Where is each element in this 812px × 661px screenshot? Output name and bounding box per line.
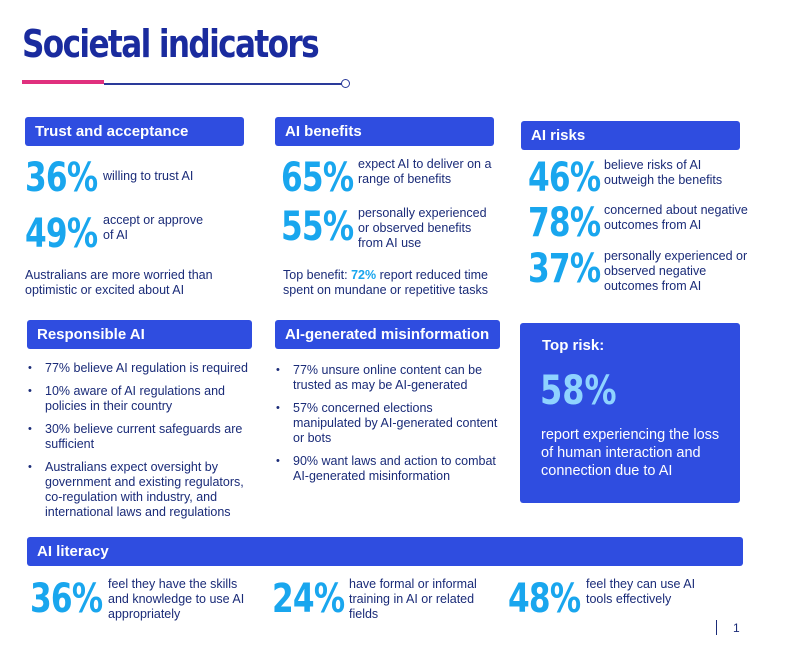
title-underline-accent bbox=[22, 80, 104, 84]
literacy-stat-text-2: have formal or informal training in AI o… bbox=[349, 577, 477, 621]
list-item: 90% want laws and action to combat AI-ge… bbox=[273, 454, 503, 484]
responsible-header: Responsible AI bbox=[27, 320, 252, 349]
list-item: 77% unsure online content can be trusted… bbox=[273, 363, 503, 393]
trust-stat-text: willing to trust AI bbox=[103, 169, 194, 183]
acceptance-stat-text: accept or approve of AI bbox=[103, 213, 204, 242]
literacy-stat-value-3: 48% bbox=[508, 576, 581, 622]
list-item: 10% aware of AI regulations and policies… bbox=[25, 384, 260, 414]
page-title: Societal indicators bbox=[22, 22, 320, 66]
title-underline bbox=[104, 83, 342, 85]
risks-stat-text-2: concerned about negative outcomes from A… bbox=[604, 203, 748, 232]
literacy-stat-text-1: feel they have the skills and knowledge … bbox=[108, 577, 245, 621]
benefits-stat-text-2: personally experienced or observed benef… bbox=[358, 206, 487, 250]
literacy-stat-value-2: 24% bbox=[272, 576, 345, 622]
risks-header: AI risks bbox=[521, 121, 740, 150]
benefits-stat-text-1: expect AI to deliver on a range of benef… bbox=[358, 157, 492, 186]
list-item: Australians expect oversight by governme… bbox=[25, 460, 260, 520]
page-number-divider bbox=[716, 620, 717, 635]
trust-header: Trust and acceptance bbox=[25, 117, 244, 146]
benefits-note-prefix: Top benefit: bbox=[283, 268, 352, 282]
literacy-stat-text-3: feel they can use AI tools effectively bbox=[586, 577, 696, 606]
trust-stat-value: 36% bbox=[25, 155, 98, 201]
benefits-stat-value-1: 65% bbox=[281, 155, 354, 201]
misinfo-header: AI-generated misinformation bbox=[275, 320, 500, 349]
acceptance-stat-value: 49% bbox=[25, 211, 98, 257]
responsible-bullet-list: 77% believe AI regulation is required 10… bbox=[25, 361, 260, 528]
list-item: 30% believe current safeguards are suffi… bbox=[25, 422, 260, 452]
benefits-note-highlight: 72% bbox=[351, 268, 377, 282]
top-risk-header: Top risk: bbox=[542, 337, 605, 354]
title-underline-dot bbox=[341, 79, 350, 88]
literacy-stat-value-1: 36% bbox=[30, 576, 103, 622]
list-item: 57% concerned elections manipulated by A… bbox=[273, 401, 503, 446]
trust-note: Australians are more worried than optimi… bbox=[25, 268, 213, 297]
risks-stat-value-2: 78% bbox=[528, 200, 601, 246]
benefits-note-suffix: report reduced time spent on mundane or … bbox=[283, 268, 488, 297]
risks-stat-value-3: 37% bbox=[528, 246, 601, 292]
top-risk-text: report experiencing the loss of human in… bbox=[541, 427, 720, 479]
misinfo-bullet-list: 77% unsure online content can be trusted… bbox=[273, 363, 503, 492]
top-risk-panel: Top risk: 58% report experiencing the lo… bbox=[520, 323, 740, 503]
benefits-stat-value-2: 55% bbox=[281, 204, 354, 250]
page-number: 1 bbox=[733, 621, 740, 635]
risks-stat-text-3: personally experienced or observed negat… bbox=[604, 249, 748, 293]
top-risk-value: 58% bbox=[540, 368, 617, 414]
benefits-header: AI benefits bbox=[275, 117, 494, 146]
list-item: 77% believe AI regulation is required bbox=[25, 361, 260, 376]
risks-stat-text-1: believe risks of AI outweigh the benefit… bbox=[604, 158, 723, 187]
risks-stat-value-1: 46% bbox=[528, 155, 601, 201]
literacy-header: AI literacy bbox=[27, 537, 743, 566]
benefits-note: Top benefit: 72% report reduced time spe… bbox=[283, 268, 503, 298]
